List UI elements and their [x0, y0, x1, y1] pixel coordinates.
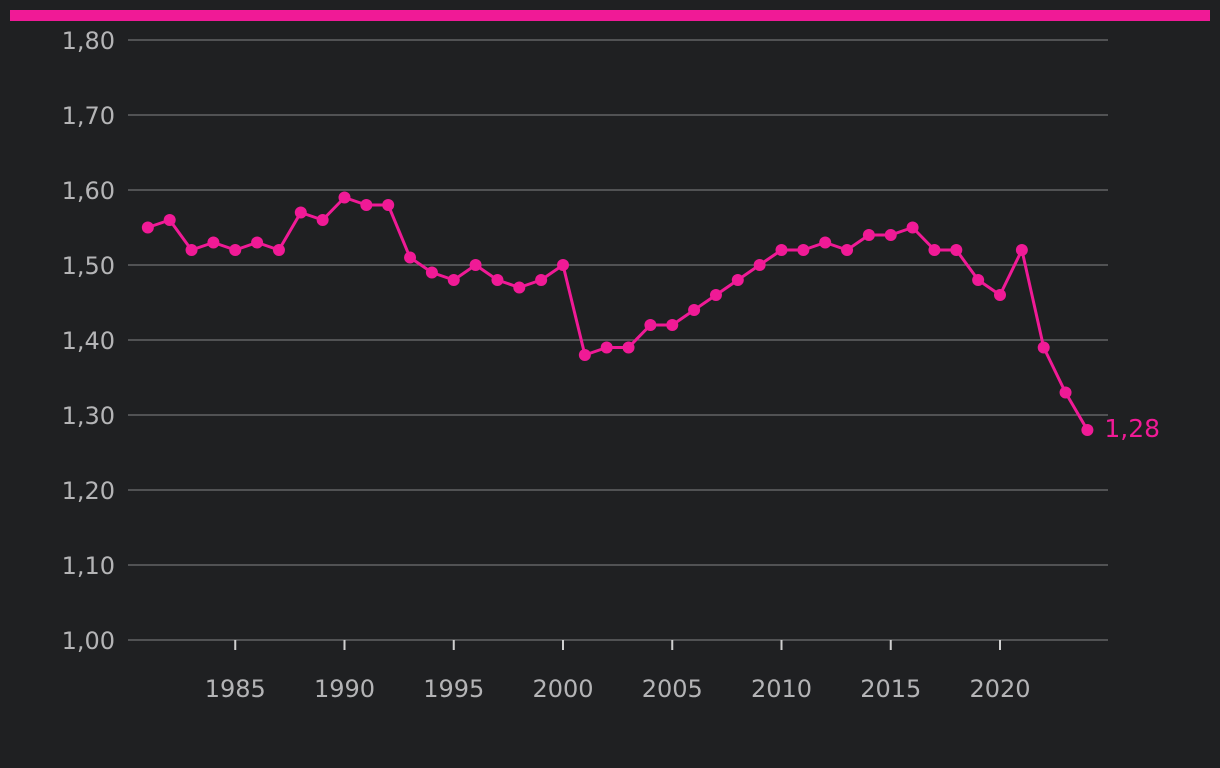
data-point	[644, 319, 657, 331]
data-point	[338, 191, 351, 204]
x-tick-label: 2010	[751, 675, 812, 703]
data-point	[906, 221, 919, 234]
data-point	[535, 274, 548, 286]
series-line-path	[147, 196, 1089, 431]
gridlines	[128, 39, 1108, 641]
data-point	[862, 229, 875, 241]
data-points	[141, 191, 1094, 436]
y-tick-label: 1,20	[62, 477, 115, 505]
data-point	[447, 274, 460, 286]
annotations: 1,28	[1104, 414, 1160, 443]
data-point	[229, 244, 242, 256]
y-tick-label: 1,80	[62, 27, 115, 55]
data-point	[141, 221, 154, 234]
data-point	[557, 259, 569, 271]
data-point	[469, 259, 482, 271]
data-point	[404, 251, 417, 264]
data-point	[491, 274, 504, 286]
data-point	[994, 289, 1006, 301]
series-line	[147, 196, 1089, 431]
x-axis-ticks	[234, 640, 1001, 650]
x-tick-label: 2020	[969, 675, 1030, 703]
data-point	[382, 199, 395, 211]
data-point	[207, 236, 220, 249]
x-tick-label: 2000	[532, 675, 593, 703]
data-point	[666, 319, 679, 331]
data-point	[950, 244, 963, 256]
y-tick-label: 1,60	[62, 177, 115, 205]
data-point	[294, 206, 307, 219]
data-point	[972, 274, 985, 286]
data-point	[1015, 244, 1028, 256]
y-tick-label: 1,50	[62, 252, 115, 280]
x-tick-label: 1990	[314, 675, 375, 703]
data-point	[731, 274, 744, 286]
data-point	[600, 341, 613, 354]
x-tick-label: 2005	[642, 675, 703, 703]
data-point	[841, 244, 854, 256]
data-point	[185, 244, 198, 256]
data-point	[1081, 424, 1094, 436]
data-point	[775, 244, 788, 256]
data-point	[928, 244, 941, 256]
data-point	[688, 304, 701, 316]
x-axis-tick-labels: 1985 1990 1995 2000 2005 2010 2015 2020	[205, 675, 1031, 703]
x-tick-label: 1985	[205, 675, 266, 703]
data-point	[272, 244, 285, 256]
data-point	[1037, 341, 1050, 354]
data-point	[360, 199, 373, 211]
data-point	[753, 259, 766, 271]
data-point	[251, 236, 264, 249]
y-tick-label: 1,30	[62, 402, 115, 430]
y-tick-label: 1,70	[62, 102, 115, 130]
data-point	[709, 289, 722, 301]
data-point	[578, 349, 591, 361]
y-tick-label: 1,10	[62, 552, 115, 580]
x-tick-label: 2015	[860, 675, 921, 703]
x-tick-label: 1995	[423, 675, 484, 703]
data-point	[163, 214, 176, 226]
data-point	[819, 236, 832, 249]
data-point	[513, 281, 526, 294]
data-point	[622, 341, 635, 354]
data-point	[884, 229, 897, 241]
y-tick-label: 1,40	[62, 327, 115, 355]
y-tick-label: 1,00	[62, 627, 115, 655]
data-point	[1059, 386, 1072, 399]
accent-bar	[10, 10, 1210, 21]
data-point	[797, 244, 810, 256]
data-point	[425, 266, 438, 279]
end-value-label: 1,28	[1104, 414, 1160, 443]
data-point	[316, 214, 329, 226]
y-axis-tick-labels: 1,00 1,10 1,20 1,30 1,40 1,50 1,60 1,70 1,80	[62, 27, 115, 655]
